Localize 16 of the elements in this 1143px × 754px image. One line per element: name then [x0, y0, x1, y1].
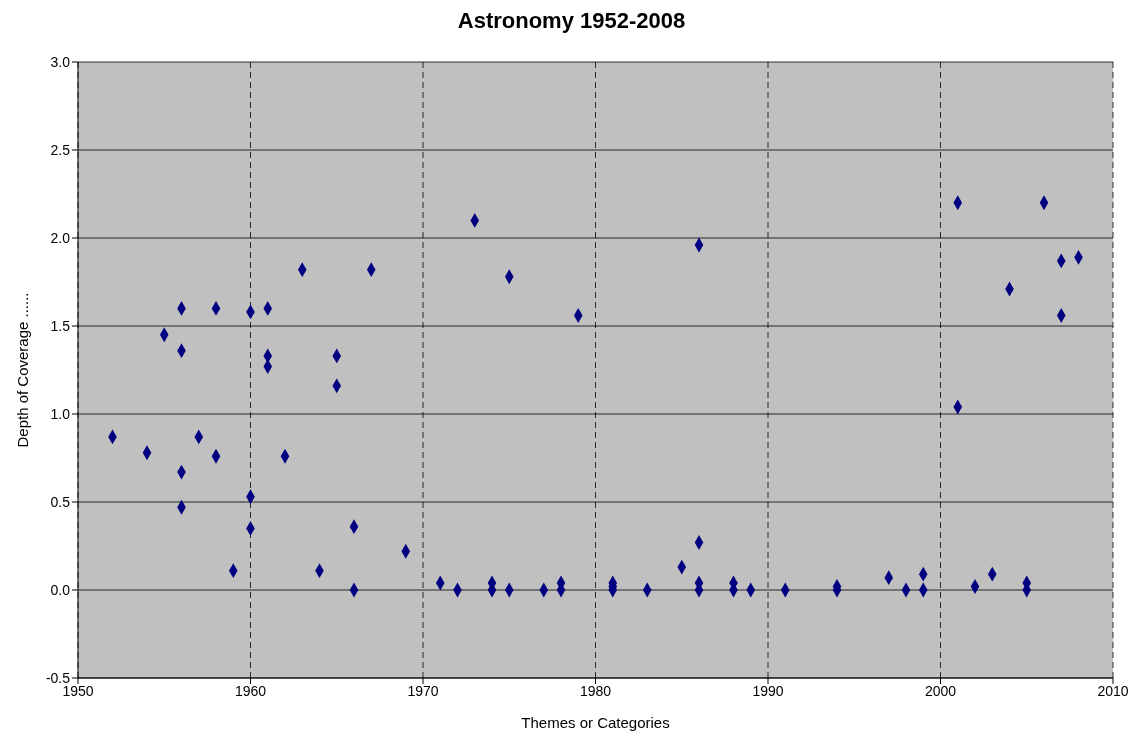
x-tick-label: 2010: [1097, 682, 1129, 699]
x-tick-label: 1970: [407, 682, 439, 699]
y-tick-label: 2.5: [50, 141, 71, 158]
y-tick-label: 3.0: [50, 53, 71, 70]
x-tick-label: 1990: [752, 682, 784, 699]
x-axis-title: Themes or Categories: [521, 714, 670, 731]
x-tick-label: 1960: [234, 682, 267, 699]
y-axis-title: Depth of Coverage ......: [14, 292, 32, 448]
x-tick-label: 1980: [579, 682, 612, 699]
y-tick-label: 2.0: [50, 229, 71, 246]
y-tick-label: 1.5: [50, 317, 71, 334]
y-tick-label: 1.0: [50, 405, 71, 422]
chart-title: Astronomy 1952-2008: [456, 8, 687, 35]
y-tick-label: 0.5: [50, 493, 71, 510]
y-tick-label: 0.0: [50, 581, 71, 598]
x-tick-label: 2000: [924, 682, 957, 699]
